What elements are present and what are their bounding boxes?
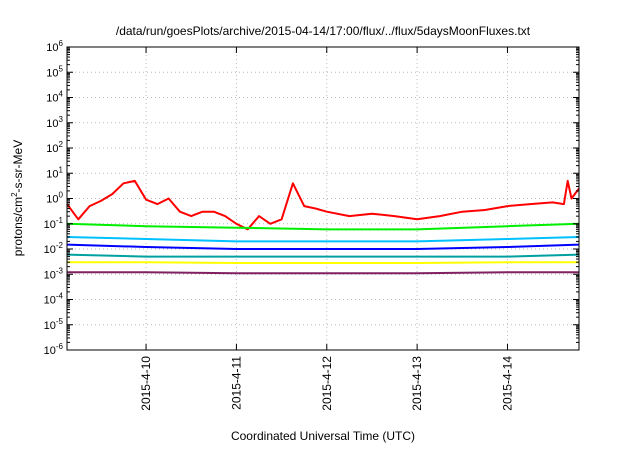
series-line-3 xyxy=(66,236,580,243)
y-tick-label-exponent: -6 xyxy=(56,342,64,351)
y-tick-label: 105 xyxy=(46,64,63,79)
y-tick-label: 10-2 xyxy=(44,241,64,256)
y-tick-label-base: 10 xyxy=(46,42,58,54)
y-tick-label-base: 10 xyxy=(46,118,58,130)
y-tick-label: 10-4 xyxy=(44,292,64,307)
y-tick-label-exponent: -4 xyxy=(56,292,64,301)
y-tick-label-base: 10 xyxy=(44,244,56,256)
y-tick-label-exponent: 3 xyxy=(59,115,64,124)
y-tick-label: 10-3 xyxy=(44,266,64,281)
y-tick-label-exponent: 6 xyxy=(59,39,64,48)
y-tick-label-exponent: -3 xyxy=(56,266,64,275)
y-tick-label-exponent: 0 xyxy=(59,191,64,200)
chart-title: /data/run/goesPlots/archive/2015-04-14/1… xyxy=(116,24,531,38)
y-tick-label: 106 xyxy=(46,39,63,54)
y-tick-label-exponent: 2 xyxy=(59,140,64,149)
series-line-1 xyxy=(66,179,580,231)
series-line-6 xyxy=(67,261,579,264)
y-tick-label-exponent: -5 xyxy=(56,317,64,326)
y-tick-label-exponent: 4 xyxy=(59,90,64,99)
y-tick-label-base: 10 xyxy=(46,67,58,79)
y-axis-label-tail: -s-sr-MeV xyxy=(11,140,25,193)
y-axis-label: protons/cm2-s-sr-MeV xyxy=(10,140,25,256)
y-tick-label: 103 xyxy=(46,115,63,130)
y-tick-label-base: 10 xyxy=(44,320,56,332)
x-tick-label: 2015-4-12 xyxy=(320,356,334,411)
grid xyxy=(67,47,579,350)
series-line-2 xyxy=(66,222,580,231)
y-tick-label-exponent: -2 xyxy=(56,241,64,250)
y-tick-label: 10-6 xyxy=(44,342,64,357)
series-line-7 xyxy=(67,271,579,275)
y-tick-label: 10-1 xyxy=(44,216,64,231)
y-tick-label: 10-5 xyxy=(44,317,64,332)
series-line-4 xyxy=(66,243,580,250)
y-tick-label: 104 xyxy=(46,90,63,105)
axis-ticks: 10-610-510-410-310-210-11001011021031041… xyxy=(44,39,579,411)
y-tick-label-base: 10 xyxy=(44,345,56,357)
y-tick-label: 100 xyxy=(46,191,63,206)
y-tick-label-base: 10 xyxy=(44,219,56,231)
series-group xyxy=(66,179,580,275)
y-tick-label-base: 10 xyxy=(46,143,58,155)
y-tick-label-exponent: 1 xyxy=(59,165,64,174)
y-tick-label: 102 xyxy=(46,140,63,155)
y-tick-label-base: 10 xyxy=(46,93,58,105)
x-tick-label: 2015-4-14 xyxy=(500,356,514,411)
y-tick-label-exponent: -1 xyxy=(56,216,64,225)
y-axis-label-main: protons/cm xyxy=(11,197,25,256)
y-tick-label-base: 10 xyxy=(44,295,56,307)
y-tick-label-base: 10 xyxy=(46,168,58,180)
x-tick-label: 2015-4-11 xyxy=(229,356,243,410)
series-line-5 xyxy=(66,253,580,258)
y-tick-label-base: 10 xyxy=(44,269,56,281)
y-tick-label-exponent: 5 xyxy=(59,64,64,73)
y-tick-label-base: 10 xyxy=(46,194,58,206)
y-tick-label: 101 xyxy=(46,165,63,180)
x-tick-label: 2015-4-13 xyxy=(410,356,424,411)
y-axis-label-superscript: 2 xyxy=(10,192,19,197)
x-axis-label: Coordinated Universal Time (UTC) xyxy=(231,429,415,443)
x-tick-label: 2015-4-10 xyxy=(139,356,153,411)
